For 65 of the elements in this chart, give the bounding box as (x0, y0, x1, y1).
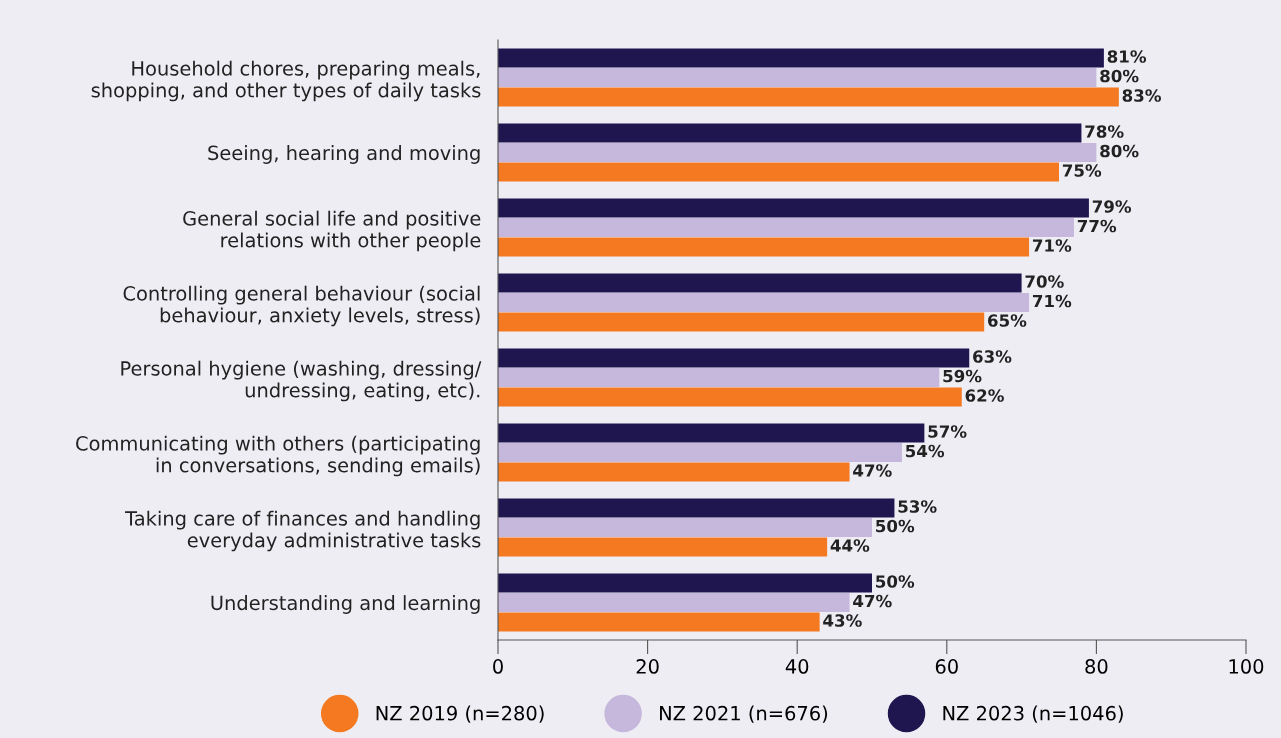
data-label: 63% (973, 350, 1012, 363)
data-label: 70% (1025, 275, 1064, 288)
bar (498, 498, 895, 518)
y-tick-label: Taking care of finances and handling everyday administrative tasks (125, 510, 481, 552)
data-label: 80% (1100, 144, 1139, 158)
y-tick-label: Communicating with others (participating in conversations, sending emails) (76, 435, 480, 477)
y-tick-label: General social life and positive relations with other people (183, 210, 481, 252)
data-label: 81% (1107, 50, 1147, 63)
bar (498, 573, 872, 593)
bar (498, 123, 1082, 143)
x-tick-label: 80 (1085, 659, 1108, 674)
bar (498, 612, 820, 632)
data-label: 78% (1085, 125, 1124, 138)
data-label: 43% (823, 614, 862, 627)
bar (498, 423, 925, 443)
x-tick-label: 0 (493, 659, 503, 674)
bar (498, 443, 902, 462)
data-label: 65% (988, 314, 1027, 327)
data-label: 50% (876, 575, 915, 588)
bar (498, 48, 1104, 68)
bar (498, 368, 940, 387)
data-label: 50% (876, 519, 915, 533)
data-label: 53% (898, 500, 937, 513)
data-label: 79% (1092, 200, 1132, 213)
x-tick-label: 60 (935, 659, 958, 674)
data-label: 62% (965, 389, 1004, 402)
data-label: 77% (1077, 219, 1117, 233)
bar (498, 237, 1030, 257)
bar (498, 348, 970, 368)
bar (498, 293, 1030, 312)
x-tick-label: 20 (636, 659, 659, 674)
data-label: 71% (1032, 239, 1072, 252)
data-label: 57% (928, 425, 967, 438)
data-label: 80% (1100, 69, 1139, 83)
y-tick-label: Personal hygiene (washing, dressing/ undressing, eating, etc). (121, 360, 482, 402)
data-label: 71% (1032, 294, 1072, 308)
bar (498, 162, 1059, 182)
data-label: 44% (830, 539, 870, 552)
bar (498, 198, 1089, 218)
bar (498, 387, 962, 407)
bar (498, 593, 850, 612)
y-tick-label: Controlling general behaviour (social behaviour, anxiety levels, stress) (123, 285, 480, 327)
bar (498, 218, 1074, 237)
y-tick-label: Seeing, hearing and moving (208, 145, 480, 164)
data-label: 47% (853, 594, 892, 608)
bar (498, 462, 850, 482)
bar (498, 87, 1119, 107)
x-tick-label: 40 (785, 659, 809, 674)
y-tick-label: Understanding and learning (211, 595, 480, 614)
data-label: 54% (905, 444, 945, 458)
bar (498, 143, 1097, 162)
data-label: 83% (1122, 89, 1161, 102)
data-label: 47% (853, 464, 892, 477)
data-label: 75% (1062, 164, 1102, 177)
bar (498, 273, 1022, 293)
legend-label: NZ 2021 (n=676) (660, 705, 828, 723)
data-label: 59% (943, 369, 982, 383)
bar (498, 68, 1097, 87)
bar (498, 537, 828, 557)
y-tick-label: Household chores, preparing meals, shopping, and other types of daily tasks (91, 60, 481, 102)
legend-label: NZ 2023 (n=1046) (943, 705, 1123, 723)
bar (498, 312, 985, 332)
legend-label: NZ 2019 (n=280) (376, 705, 544, 723)
bar (498, 518, 872, 537)
x-tick-label: 100 (1229, 659, 1264, 674)
